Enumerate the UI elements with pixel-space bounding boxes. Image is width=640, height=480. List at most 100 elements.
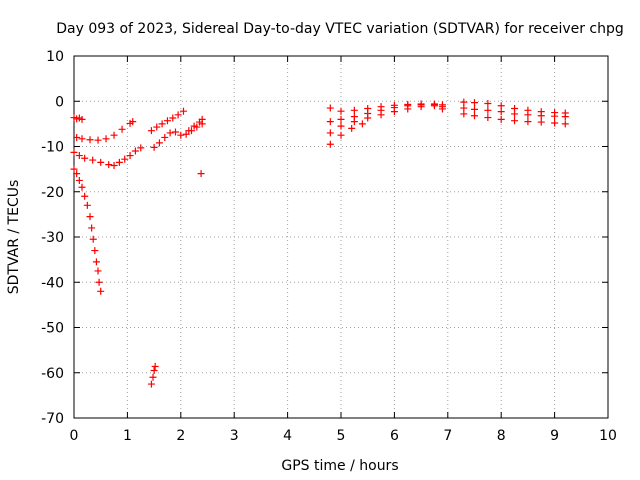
data-point bbox=[497, 108, 505, 116]
data-point bbox=[97, 287, 105, 295]
data-point bbox=[182, 130, 190, 138]
axis-ticks bbox=[73, 55, 609, 419]
y-tick-label: -30 bbox=[41, 230, 64, 246]
y-tick-label: -50 bbox=[41, 321, 64, 337]
series-arc-late-g bbox=[460, 110, 569, 128]
x-tick-label: 8 bbox=[497, 428, 506, 444]
data-point bbox=[155, 139, 163, 147]
data-point bbox=[115, 158, 123, 166]
data-point bbox=[377, 111, 385, 119]
data-point bbox=[94, 267, 102, 275]
data-point bbox=[110, 162, 118, 170]
data-point bbox=[404, 105, 412, 113]
data-point bbox=[358, 120, 366, 128]
data-point bbox=[460, 104, 468, 112]
series-arc-mid-c bbox=[185, 115, 206, 135]
y-tick-label: -60 bbox=[41, 366, 64, 382]
series-arc-early-a bbox=[70, 114, 86, 123]
data-point bbox=[150, 143, 158, 151]
x-tick-label: 7 bbox=[443, 428, 452, 444]
x-tick-labels: 0 1 2 3 4 5 6 7 8 9 10 bbox=[70, 428, 617, 444]
x-tick-label: 6 bbox=[390, 428, 399, 444]
data-point bbox=[169, 114, 177, 122]
y-tick-labels: -70 -60 -50 -40 -30 -20 -10 0 10 bbox=[41, 49, 64, 427]
data-point bbox=[137, 144, 145, 152]
data-point bbox=[337, 115, 345, 123]
data-point bbox=[497, 115, 505, 123]
data-point bbox=[161, 133, 169, 141]
data-point bbox=[95, 278, 103, 286]
data-point bbox=[438, 105, 446, 113]
data-point bbox=[89, 235, 97, 243]
data-point bbox=[198, 115, 206, 123]
data-point bbox=[92, 258, 100, 266]
series-arc-late-a bbox=[326, 100, 446, 115]
data-point bbox=[484, 106, 492, 114]
x-tick-label: 2 bbox=[176, 428, 185, 444]
x-tick-label: 4 bbox=[283, 428, 292, 444]
data-point bbox=[163, 117, 171, 125]
data-point bbox=[484, 114, 492, 122]
y-tick-label: -20 bbox=[41, 185, 64, 201]
data-point bbox=[78, 115, 86, 123]
x-tick-label: 0 bbox=[70, 428, 79, 444]
data-point bbox=[78, 183, 86, 191]
data-point bbox=[166, 129, 174, 137]
series-arc-drop bbox=[70, 165, 105, 295]
x-tick-label: 9 bbox=[550, 428, 559, 444]
data-point bbox=[105, 161, 113, 169]
data-point bbox=[70, 148, 78, 156]
data-point bbox=[171, 128, 179, 136]
data-point bbox=[326, 104, 334, 112]
data-point bbox=[350, 118, 358, 126]
y-axis-label: SDTVAR / TECUs bbox=[6, 180, 22, 295]
data-point bbox=[88, 224, 96, 232]
data-point bbox=[417, 103, 425, 111]
series-arc-late-f bbox=[460, 104, 569, 121]
data-point bbox=[350, 106, 358, 114]
y-tick-label: 10 bbox=[46, 49, 64, 65]
data-point bbox=[326, 118, 334, 126]
data-point bbox=[78, 135, 86, 143]
data-point bbox=[83, 201, 91, 209]
data-point bbox=[94, 136, 102, 144]
data-point bbox=[460, 110, 468, 118]
data-point bbox=[337, 107, 345, 115]
data-point bbox=[131, 147, 139, 155]
data-point bbox=[97, 158, 105, 166]
series-isolated-a bbox=[197, 170, 205, 178]
data-point bbox=[75, 176, 83, 184]
y-tick-label: -10 bbox=[41, 140, 64, 156]
data-point bbox=[150, 366, 158, 374]
data-point bbox=[121, 155, 129, 163]
data-point bbox=[524, 111, 532, 119]
data-point bbox=[460, 98, 468, 106]
series-arc-late-c bbox=[326, 102, 446, 137]
x-tick-label: 5 bbox=[337, 428, 346, 444]
data-point bbox=[81, 154, 89, 162]
data-point bbox=[73, 133, 81, 141]
series-arc-late-b bbox=[326, 100, 446, 126]
data-point bbox=[179, 107, 187, 115]
data-points bbox=[70, 98, 569, 388]
data-point bbox=[110, 131, 118, 139]
data-point bbox=[86, 136, 94, 144]
data-point bbox=[524, 118, 532, 126]
data-point bbox=[511, 117, 519, 125]
data-point bbox=[86, 213, 94, 221]
data-point bbox=[348, 124, 356, 132]
data-point bbox=[364, 114, 372, 122]
data-point bbox=[561, 120, 569, 128]
y-tick-label: -40 bbox=[41, 275, 64, 291]
data-point bbox=[153, 123, 161, 131]
series-arc-late-e bbox=[460, 98, 569, 117]
series-isolated-b bbox=[147, 362, 159, 388]
series-arc-mid-b bbox=[150, 120, 206, 151]
series-arc-early-c bbox=[70, 144, 145, 170]
data-point bbox=[177, 131, 185, 139]
data-point bbox=[81, 192, 89, 200]
data-point bbox=[471, 112, 478, 120]
data-point bbox=[129, 118, 137, 126]
data-point bbox=[149, 373, 157, 381]
x-tick-label: 3 bbox=[230, 428, 239, 444]
